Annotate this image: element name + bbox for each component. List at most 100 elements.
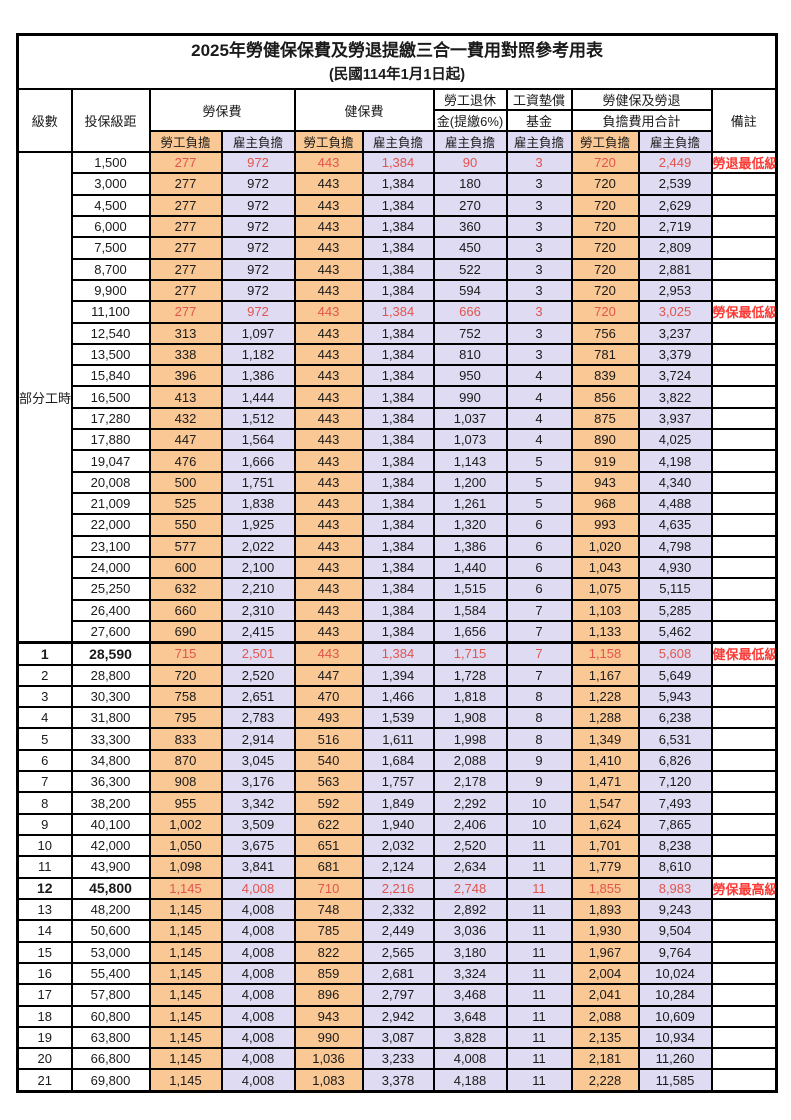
value-cell: 3,937 <box>637 406 713 431</box>
value-cell: 681 <box>293 855 364 879</box>
value-cell: 1,020 <box>570 534 640 558</box>
value-cell: 4,008 <box>220 983 296 1007</box>
bracket-cell: 7,500 <box>70 236 151 260</box>
value-cell: 2,310 <box>220 598 296 622</box>
value-cell: 7 <box>505 641 573 666</box>
value-cell: 1,036 <box>293 1047 364 1071</box>
value-cell: 1,320 <box>432 513 508 537</box>
value-cell: 1,471 <box>570 770 640 794</box>
table-row: 20,008 500 1,751 443 1,384 1,200 5 943 4,340 <box>18 470 778 495</box>
value-cell: 3,036 <box>432 919 508 943</box>
value-cell: 11 <box>505 897 573 922</box>
subheader-health-employee: 勞工負擔 <box>293 130 364 153</box>
bracket-cell: 42,000 <box>70 833 151 858</box>
value-cell: 1,145 <box>148 1025 223 1050</box>
bracket-cell: 15,840 <box>70 364 151 388</box>
value-cell: 4,008 <box>220 961 296 986</box>
value-cell: 1,145 <box>148 1047 223 1071</box>
value-cell: 1,384 <box>361 406 435 431</box>
table-row: 13 48,200 1,145 4,008 748 2,332 2,892 11 1,893 9,… <box>16 897 778 922</box>
value-cell: 3,176 <box>220 770 296 794</box>
table-row: 9,900 277 972 443 1,384 594 3 720 2,953 <box>18 278 778 303</box>
table-row: 19,047 476 1,666 443 1,384 1,143 5 919 4,198 <box>18 449 778 473</box>
remark-cell <box>710 727 778 751</box>
value-cell: 2,748 <box>432 876 508 900</box>
bracket-cell: 55,400 <box>70 961 151 986</box>
value-cell: 2,942 <box>361 1004 435 1028</box>
remark-cell <box>710 257 778 281</box>
value-cell: 9 <box>505 748 573 773</box>
value-cell: 756 <box>570 321 640 345</box>
value-cell: 90 <box>432 150 508 175</box>
remark-cell <box>710 812 778 837</box>
remark-cell <box>710 983 778 1007</box>
value-cell: 594 <box>432 278 508 303</box>
value-cell: 5,462 <box>637 619 713 644</box>
value-cell: 1,143 <box>432 449 508 473</box>
value-cell: 3,648 <box>432 1004 508 1028</box>
value-cell: 3 <box>505 172 573 196</box>
value-cell: 443 <box>293 428 364 452</box>
value-cell: 1,384 <box>361 342 435 367</box>
level-cell: 11 <box>16 855 73 879</box>
remark-cell <box>710 748 778 773</box>
value-cell: 950 <box>432 364 508 388</box>
value-cell: 795 <box>148 706 223 730</box>
value-cell: 1,158 <box>570 641 640 666</box>
value-cell: 413 <box>148 385 223 409</box>
value-cell: 2,539 <box>637 172 713 196</box>
value-cell: 6 <box>505 577 573 601</box>
value-cell: 8 <box>505 727 573 751</box>
bracket-cell: 21,009 <box>70 491 151 516</box>
value-cell: 8,983 <box>637 876 713 900</box>
value-cell: 443 <box>293 193 364 217</box>
value-cell: 1,145 <box>148 919 223 943</box>
value-cell: 1,384 <box>361 470 435 495</box>
remark-cell <box>710 470 778 495</box>
value-cell: 1,050 <box>148 833 223 858</box>
value-cell: 476 <box>148 449 223 473</box>
value-cell: 540 <box>293 748 364 773</box>
value-cell: 1,384 <box>361 491 435 516</box>
value-cell: 3,045 <box>220 748 296 773</box>
value-cell: 720 <box>570 193 640 217</box>
remark-cell <box>710 619 778 644</box>
value-cell: 277 <box>148 193 223 217</box>
bracket-cell: 45,800 <box>70 876 151 900</box>
level-cell: 1 <box>16 641 73 666</box>
value-cell: 3 <box>505 236 573 260</box>
value-cell: 919 <box>570 449 640 473</box>
value-cell: 11 <box>505 919 573 943</box>
value-cell: 1,349 <box>570 727 640 751</box>
value-cell: 810 <box>432 342 508 367</box>
bracket-cell: 26,400 <box>70 598 151 622</box>
bracket-cell: 8,700 <box>70 257 151 281</box>
value-cell: 2,629 <box>637 193 713 217</box>
value-cell: 2,565 <box>361 940 435 964</box>
bracket-cell: 50,600 <box>70 919 151 943</box>
value-cell: 1,893 <box>570 897 640 922</box>
value-cell: 2,520 <box>220 663 296 687</box>
value-cell: 710 <box>293 876 364 900</box>
value-cell: 6,238 <box>637 706 713 730</box>
value-cell: 972 <box>220 236 296 260</box>
table-row: 4,500 277 972 443 1,384 270 3 720 2,629 <box>18 193 778 217</box>
value-cell: 1,384 <box>361 577 435 601</box>
value-cell: 896 <box>293 983 364 1007</box>
remark-cell <box>710 706 778 730</box>
value-cell: 443 <box>293 257 364 281</box>
value-cell: 5 <box>505 470 573 495</box>
table-row: 2 28,800 720 2,520 447 1,394 1,728 7 1,167 5,649 <box>16 663 778 687</box>
remark-cell <box>710 577 778 601</box>
bracket-cell: 31,800 <box>70 706 151 730</box>
remark-cell <box>710 491 778 516</box>
value-cell: 8 <box>505 706 573 730</box>
value-cell: 6 <box>505 513 573 537</box>
value-cell: 577 <box>148 534 223 558</box>
value-cell: 443 <box>293 534 364 558</box>
value-cell: 592 <box>293 791 364 815</box>
remark-cell: 勞保最高級距 <box>710 876 778 900</box>
value-cell: 443 <box>293 321 364 345</box>
header-wage-fund-line2: 基金 <box>505 109 573 132</box>
